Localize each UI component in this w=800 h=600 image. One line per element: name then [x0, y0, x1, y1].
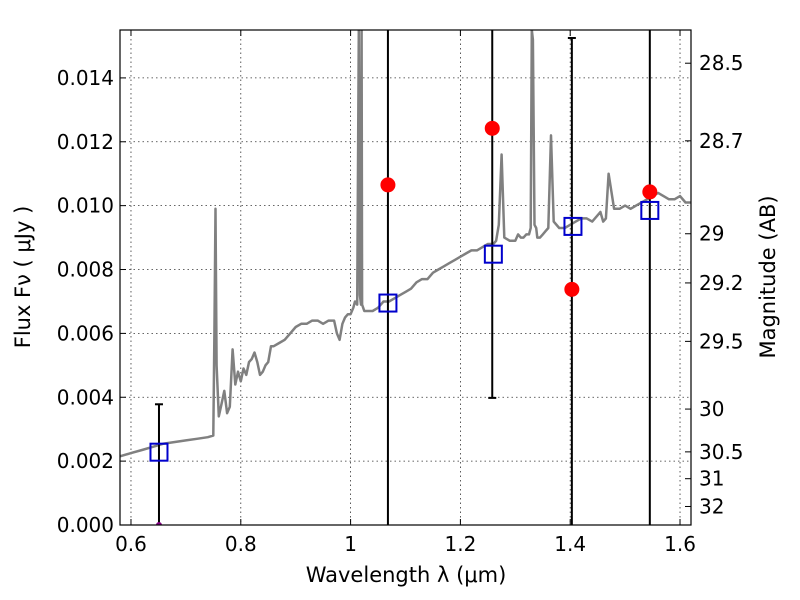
x-tick-label: 1.4 — [554, 532, 586, 556]
right-tick-label: 28.5 — [699, 51, 744, 75]
observed-point — [484, 120, 500, 136]
y-tick-label: 0.006 — [57, 321, 114, 345]
x-axis-title: Wavelength λ (μm) — [306, 563, 507, 587]
x-tick-label: 1.2 — [444, 532, 476, 556]
right-magnitude-axis: 28.5 28.7 29 29.2 29.5 30 30.5 31 32 — [685, 51, 744, 518]
synthetic-point — [563, 216, 583, 236]
x-tick-label: 0.6 — [115, 532, 147, 556]
right-tick-label: 29 — [699, 222, 724, 246]
right-tick-label: 29.2 — [699, 271, 744, 295]
y-tick-label: 0.000 — [57, 513, 114, 537]
right-tick-label: 31 — [699, 467, 724, 491]
x-tick-label: 1.6 — [664, 532, 696, 556]
plot-frame — [119, 29, 692, 526]
right-tick-label: 32 — [699, 494, 724, 518]
right-tick-label: 29.5 — [699, 329, 744, 353]
y-tick-label: 0.014 — [57, 66, 114, 90]
synthetic-point — [483, 244, 503, 264]
y-tick-label: 0.010 — [57, 194, 114, 218]
x-tick-label: 0.8 — [225, 532, 257, 556]
observed-point — [380, 177, 396, 193]
model-spectrum-line — [120, 30, 691, 458]
model-spectrum — [120, 30, 691, 458]
y-axis-title: Flux Fν ( μJy ) — [11, 206, 35, 349]
observed-photometry — [380, 120, 658, 297]
y-tick-label: 0.012 — [57, 130, 114, 154]
y-tick-label: 0.002 — [57, 449, 114, 473]
right-tick-label: 30.5 — [699, 440, 744, 464]
right-tick-label: 28.7 — [699, 129, 744, 153]
synthetic-photometry — [149, 200, 660, 462]
y-tick-label: 0.004 — [57, 385, 114, 409]
right-tick-label: 30 — [699, 397, 724, 421]
error-bars — [154, 30, 651, 525]
observed-point — [642, 184, 658, 200]
synthetic-point — [149, 442, 169, 462]
x-tick-label: 1 — [344, 532, 357, 556]
right-axis-title: Magnitude (AB) — [756, 195, 780, 358]
y-axis: 0.000 0.002 0.004 0.006 0.008 0.010 0.012 0.014 — [57, 66, 126, 537]
synthetic-point — [640, 200, 660, 220]
upper-limit-point — [155, 522, 162, 525]
observed-point — [564, 281, 580, 297]
plot-background — [120, 30, 691, 525]
y-tick-label: 0.008 — [57, 258, 114, 282]
synthetic-point — [378, 293, 398, 313]
x-axis: 0.6 0.8 1 1.2 1.4 1.6 — [115, 30, 696, 556]
